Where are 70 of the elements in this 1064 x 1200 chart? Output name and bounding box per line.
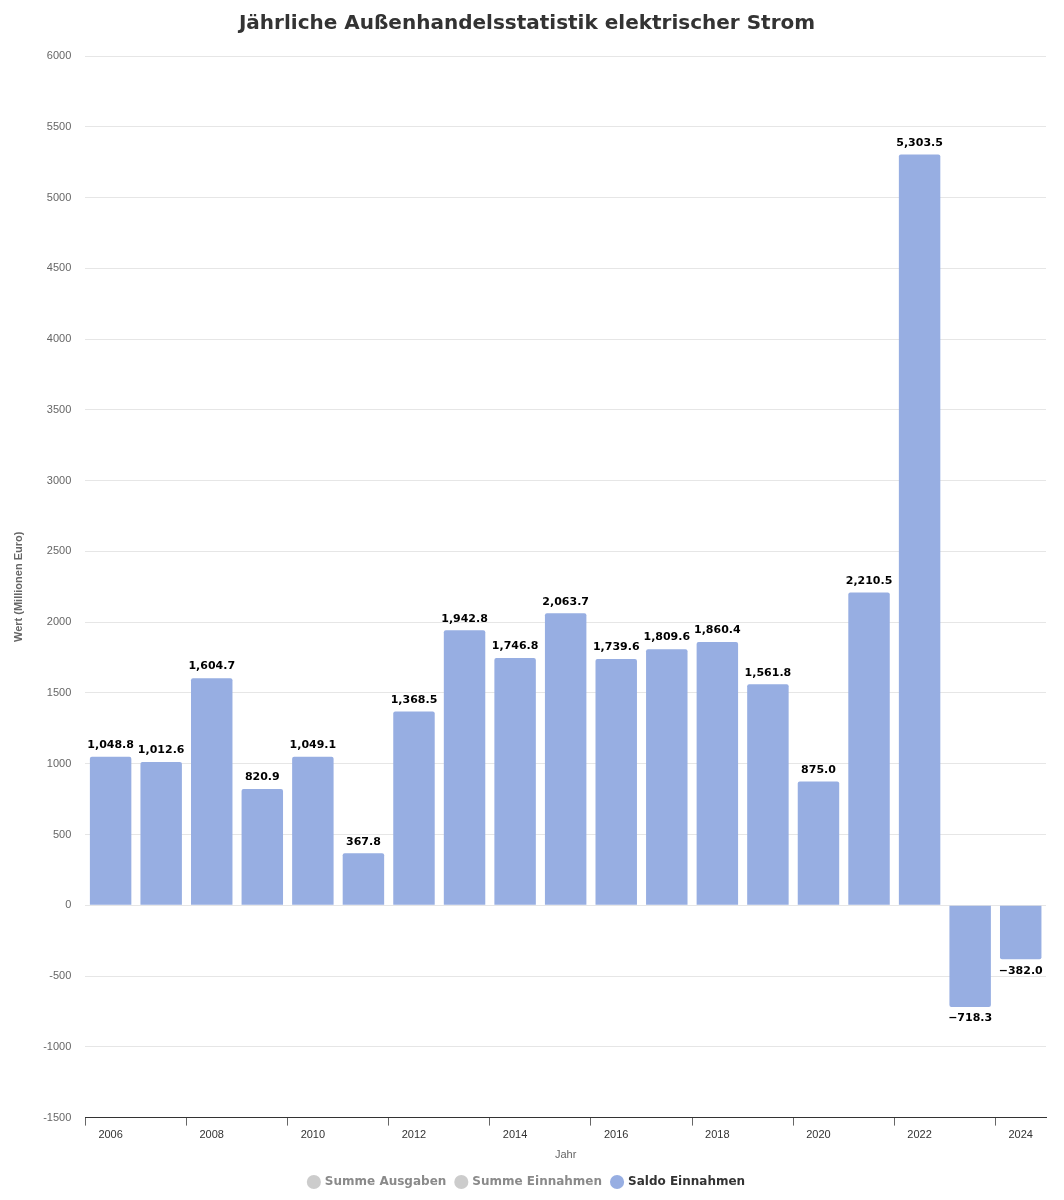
y-tick-label: 5000 — [46, 190, 72, 203]
bar — [443, 630, 486, 905]
bar — [949, 905, 991, 1007]
bar — [747, 684, 789, 905]
bar — [241, 789, 284, 905]
y-tick-label: 500 — [52, 827, 72, 840]
y-tick-label: 3500 — [46, 402, 72, 415]
y-tick-label: 3000 — [46, 473, 72, 486]
x-axis-title: Jahr — [554, 1148, 577, 1161]
y-tick-label: -1500 — [43, 1110, 72, 1123]
data-label: 875.0 — [801, 762, 837, 776]
legend-label: Summe Einnahmen — [472, 1174, 603, 1189]
data-label: 1,942.8 — [441, 611, 488, 625]
data-label: 1,604.7 — [188, 659, 236, 673]
y-tick-label: -1000 — [43, 1039, 72, 1052]
bar — [191, 678, 233, 905]
y-tick-label: 5500 — [46, 119, 72, 132]
bar — [848, 592, 890, 905]
data-label: 1,048.8 — [87, 738, 134, 752]
data-label: 1,739.6 — [592, 640, 640, 654]
x-tick-label: 2024 — [1008, 1128, 1033, 1141]
y-tick-label: 4000 — [46, 332, 72, 345]
y-axis-title: Wert (Millionen Euro) — [11, 531, 24, 642]
bar — [595, 659, 637, 905]
bar — [494, 658, 536, 905]
data-label: 5,303.5 — [896, 135, 943, 149]
y-tick-label: 1500 — [46, 685, 72, 698]
data-label: −382.0 — [998, 963, 1044, 977]
x-tick-label: 2010 — [300, 1128, 326, 1141]
bar — [544, 613, 587, 905]
x-tick-label: 2022 — [907, 1128, 932, 1141]
x-tick-label: 2020 — [806, 1128, 831, 1141]
y-tick-label: 2500 — [46, 544, 72, 557]
data-label: 820.9 — [244, 770, 280, 784]
data-label: 1,860.4 — [694, 623, 741, 637]
bar — [393, 711, 435, 905]
y-tick-label: 2000 — [46, 615, 72, 628]
data-label: 2,210.5 — [845, 573, 893, 587]
data-label: 1,368.5 — [390, 692, 438, 706]
bar — [646, 649, 688, 905]
x-tick-label: 2006 — [98, 1128, 123, 1141]
data-label: 367.8 — [346, 834, 381, 848]
x-tick-label: 2008 — [199, 1128, 224, 1141]
data-label: 1,746.8 — [491, 639, 539, 653]
x-tick-label: 2014 — [502, 1128, 528, 1141]
y-tick-label: 4500 — [46, 261, 72, 274]
bar — [342, 853, 385, 905]
legend-label: Summe Ausgaben — [324, 1174, 447, 1189]
bar — [696, 641, 739, 905]
y-tick-label: 1000 — [46, 756, 72, 769]
bar — [999, 905, 1042, 960]
data-label: 1,561.8 — [744, 665, 792, 679]
bar — [898, 154, 941, 905]
legend-label: Saldo Einnahmen — [628, 1174, 746, 1189]
x-tick-label: 2018 — [705, 1128, 730, 1141]
bar — [140, 761, 182, 905]
x-tick-label: 2016 — [603, 1128, 629, 1141]
bar — [292, 756, 334, 905]
y-tick-label: -500 — [49, 969, 72, 982]
chart-title: Jährliche Außenhandelsstatistik elektrischer Strom — [236, 10, 816, 35]
data-label: 1,049.1 — [289, 738, 337, 752]
data-label: 1,012.6 — [137, 743, 185, 757]
data-label: 1,809.6 — [643, 630, 691, 644]
y-tick-label: 0 — [65, 898, 72, 911]
bar — [89, 756, 132, 905]
data-label: −718.3 — [948, 1011, 993, 1025]
data-label: 2,063.7 — [542, 594, 589, 608]
y-tick-label: 6000 — [46, 49, 72, 62]
bar — [797, 781, 840, 905]
x-tick-label: 2012 — [401, 1128, 427, 1141]
